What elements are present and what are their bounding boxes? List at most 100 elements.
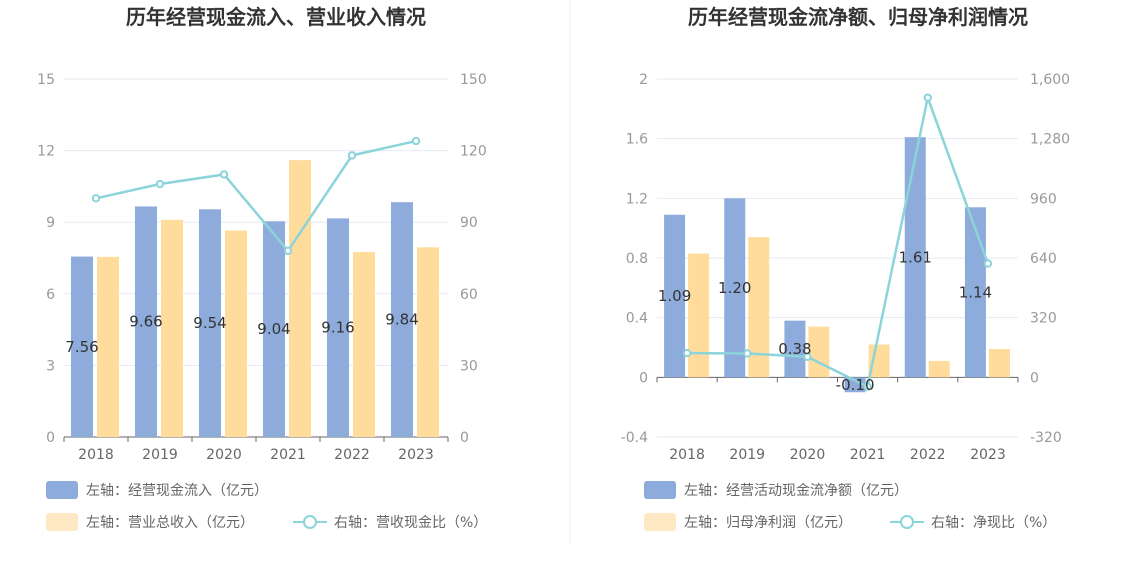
left-axis-tick-label: 6 bbox=[46, 287, 55, 303]
legend-swatch bbox=[644, 513, 676, 531]
ratio-point bbox=[283, 246, 293, 256]
bar-primary bbox=[664, 214, 686, 378]
left-axis-tick-label: 3 bbox=[46, 358, 55, 374]
bar-data-label: 9.54 bbox=[193, 314, 226, 332]
bar-data-label: -0.10 bbox=[836, 376, 875, 394]
bar-data-label: 9.66 bbox=[129, 313, 162, 331]
left-axis-tick-label: 15 bbox=[37, 72, 55, 88]
bar-primary bbox=[327, 218, 349, 437]
left-axis-tick-label: 9 bbox=[46, 215, 55, 231]
bar-primary bbox=[844, 377, 866, 393]
ratio-point bbox=[923, 93, 932, 102]
legend-label: 左轴：经营活动现金流净额（亿元） bbox=[684, 483, 908, 499]
bar-primary bbox=[724, 198, 746, 378]
bar-primary bbox=[135, 206, 157, 437]
left-axis-tick-label: 1.2 bbox=[626, 191, 648, 207]
right-axis-tick-label: 1,280 bbox=[1030, 132, 1070, 148]
ratio-line bbox=[95, 139, 417, 253]
ratio-point bbox=[863, 382, 872, 391]
ratio-point bbox=[803, 352, 812, 362]
left-axis-tick-label: 12 bbox=[37, 144, 55, 160]
bar-primary bbox=[263, 221, 285, 437]
bar-primary bbox=[391, 202, 413, 437]
bar-secondary bbox=[748, 237, 770, 378]
ratio-point bbox=[347, 151, 357, 160]
category-label: 2019 bbox=[729, 447, 765, 463]
left-axis-tick-label: 0 bbox=[639, 370, 648, 386]
right-axis-tick-label: 640 bbox=[1030, 251, 1057, 267]
category-label: 2022 bbox=[910, 447, 946, 463]
category-label: 2018 bbox=[78, 447, 114, 463]
chart-panel-2: 历年经营现金流净额、归母净利润情况 -0.4 0 0.4 0.8 1.2 1.6 2 -320 0… bbox=[621, 5, 1070, 531]
category-label: 2020 bbox=[790, 447, 826, 463]
legend-swatch bbox=[644, 481, 676, 499]
bar-secondary bbox=[988, 348, 1010, 378]
bar-primary bbox=[904, 137, 926, 378]
ratio-point bbox=[682, 348, 692, 358]
ratio-point bbox=[219, 170, 229, 179]
bar-data-label: 9.84 bbox=[385, 311, 418, 329]
legend-label: 右轴：净现比（%） bbox=[931, 515, 1056, 531]
left-axis-tick-label: 0.4 bbox=[626, 311, 648, 327]
legend-label: 右轴：营收现金比（%） bbox=[334, 515, 487, 531]
right-axis-tick-label: 320 bbox=[1030, 311, 1057, 327]
right-axis-tick-label: 120 bbox=[460, 144, 487, 160]
legend-marker bbox=[900, 515, 914, 529]
category-label: 2023 bbox=[398, 447, 434, 463]
right-axis-tick-label: 0 bbox=[1030, 370, 1039, 386]
legend-label: 左轴：营业总收入（亿元） bbox=[86, 515, 254, 531]
left-axis-tick-label: 1.6 bbox=[626, 132, 648, 148]
category-label: 2022 bbox=[334, 447, 370, 463]
bar-secondary bbox=[225, 230, 247, 437]
ratio-line bbox=[687, 93, 990, 389]
bar-primary bbox=[199, 209, 221, 437]
legend-label: 左轴：归母净利润（亿元） bbox=[684, 514, 852, 531]
right-axis-tick-label: 150 bbox=[460, 72, 487, 88]
category-label: 2018 bbox=[669, 447, 705, 463]
left-axis-tick-label: -0.4 bbox=[621, 430, 648, 446]
category-label: 2021 bbox=[850, 447, 886, 463]
ratio-point bbox=[983, 259, 993, 268]
ratio-point bbox=[91, 194, 101, 203]
category-label: 2020 bbox=[206, 447, 242, 463]
bar-data-label: 7.56 bbox=[65, 338, 98, 356]
right-axis-tick-label: 1,600 bbox=[1030, 72, 1070, 88]
chart-title: 历年经营现金流净额、归母净利润情况 bbox=[688, 5, 1028, 29]
chart-panel-1: 历年经营现金流入、营业收入情况0369121503060901201502018… bbox=[37, 5, 487, 531]
right-axis-tick-label: 0 bbox=[460, 430, 469, 446]
ratio-point bbox=[411, 136, 421, 146]
ratio-point bbox=[743, 349, 752, 358]
right-axis-tick-label: 30 bbox=[460, 358, 478, 374]
legend-marker bbox=[303, 515, 317, 529]
legend-swatch bbox=[46, 481, 78, 499]
right-axis-tick-label: 90 bbox=[460, 215, 478, 231]
legend-label: 左轴：经营现金流入（亿元） bbox=[86, 483, 268, 499]
bar-secondary bbox=[928, 360, 950, 378]
bar-data-label: 0.38 bbox=[778, 340, 811, 358]
right-axis-tick-label: 60 bbox=[460, 287, 478, 303]
left-axis-tick-label: 0 bbox=[46, 430, 55, 446]
bar-data-label: 9.16 bbox=[321, 319, 354, 337]
bar-secondary bbox=[97, 256, 119, 437]
bar-data-label: 9.04 bbox=[257, 320, 290, 338]
bar-data-label: 1.09 bbox=[658, 287, 691, 305]
bar-secondary bbox=[289, 160, 311, 437]
bar-secondary bbox=[161, 219, 183, 437]
bar-data-label: 1.61 bbox=[899, 248, 932, 266]
ratio-point bbox=[155, 179, 165, 189]
bar-secondary bbox=[417, 247, 439, 437]
bar-data-label: 1.20 bbox=[718, 279, 751, 297]
bar-primary bbox=[71, 256, 93, 437]
bar-primary bbox=[964, 207, 986, 378]
bar-secondary bbox=[353, 252, 375, 437]
bar-primary bbox=[784, 320, 806, 378]
category-label: 2023 bbox=[970, 447, 1006, 463]
right-axis-tick-label: 960 bbox=[1030, 191, 1057, 207]
right-axis-tick-label: -320 bbox=[1030, 430, 1062, 446]
legend-swatch bbox=[46, 513, 78, 531]
bar-data-label: 1.14 bbox=[959, 283, 992, 301]
category-label: 2019 bbox=[142, 447, 178, 463]
left-axis-tick-label: 0.8 bbox=[626, 251, 648, 267]
